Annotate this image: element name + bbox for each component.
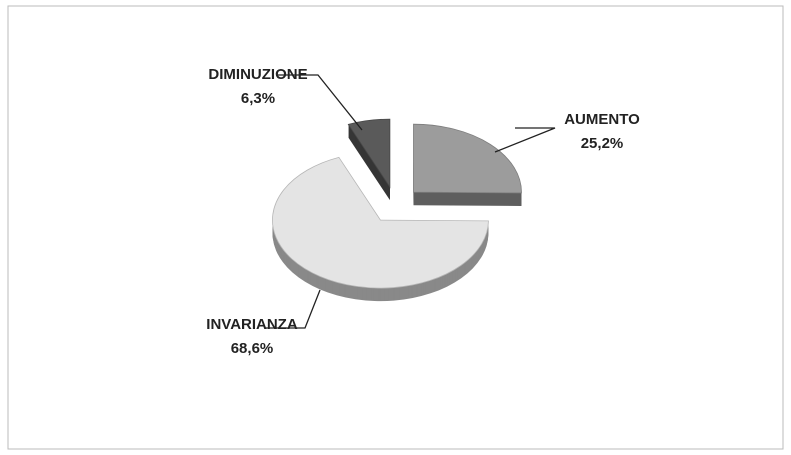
- category-label: DIMINUZIONE: [208, 66, 307, 83]
- slice: [413, 123, 522, 194]
- leader-line: [278, 74, 363, 131]
- value-label: 68,6%: [231, 340, 274, 357]
- slice: [347, 118, 391, 189]
- slice: [272, 156, 489, 289]
- category-label: INVARIANZA: [206, 316, 298, 333]
- leader-line: [265, 289, 321, 329]
- value-label: 25,2%: [581, 135, 624, 152]
- chart-frame: [7, 5, 784, 450]
- leader-line: [494, 127, 556, 153]
- value-label: 6,3%: [241, 90, 275, 107]
- category-label: AUMENTO: [564, 111, 640, 128]
